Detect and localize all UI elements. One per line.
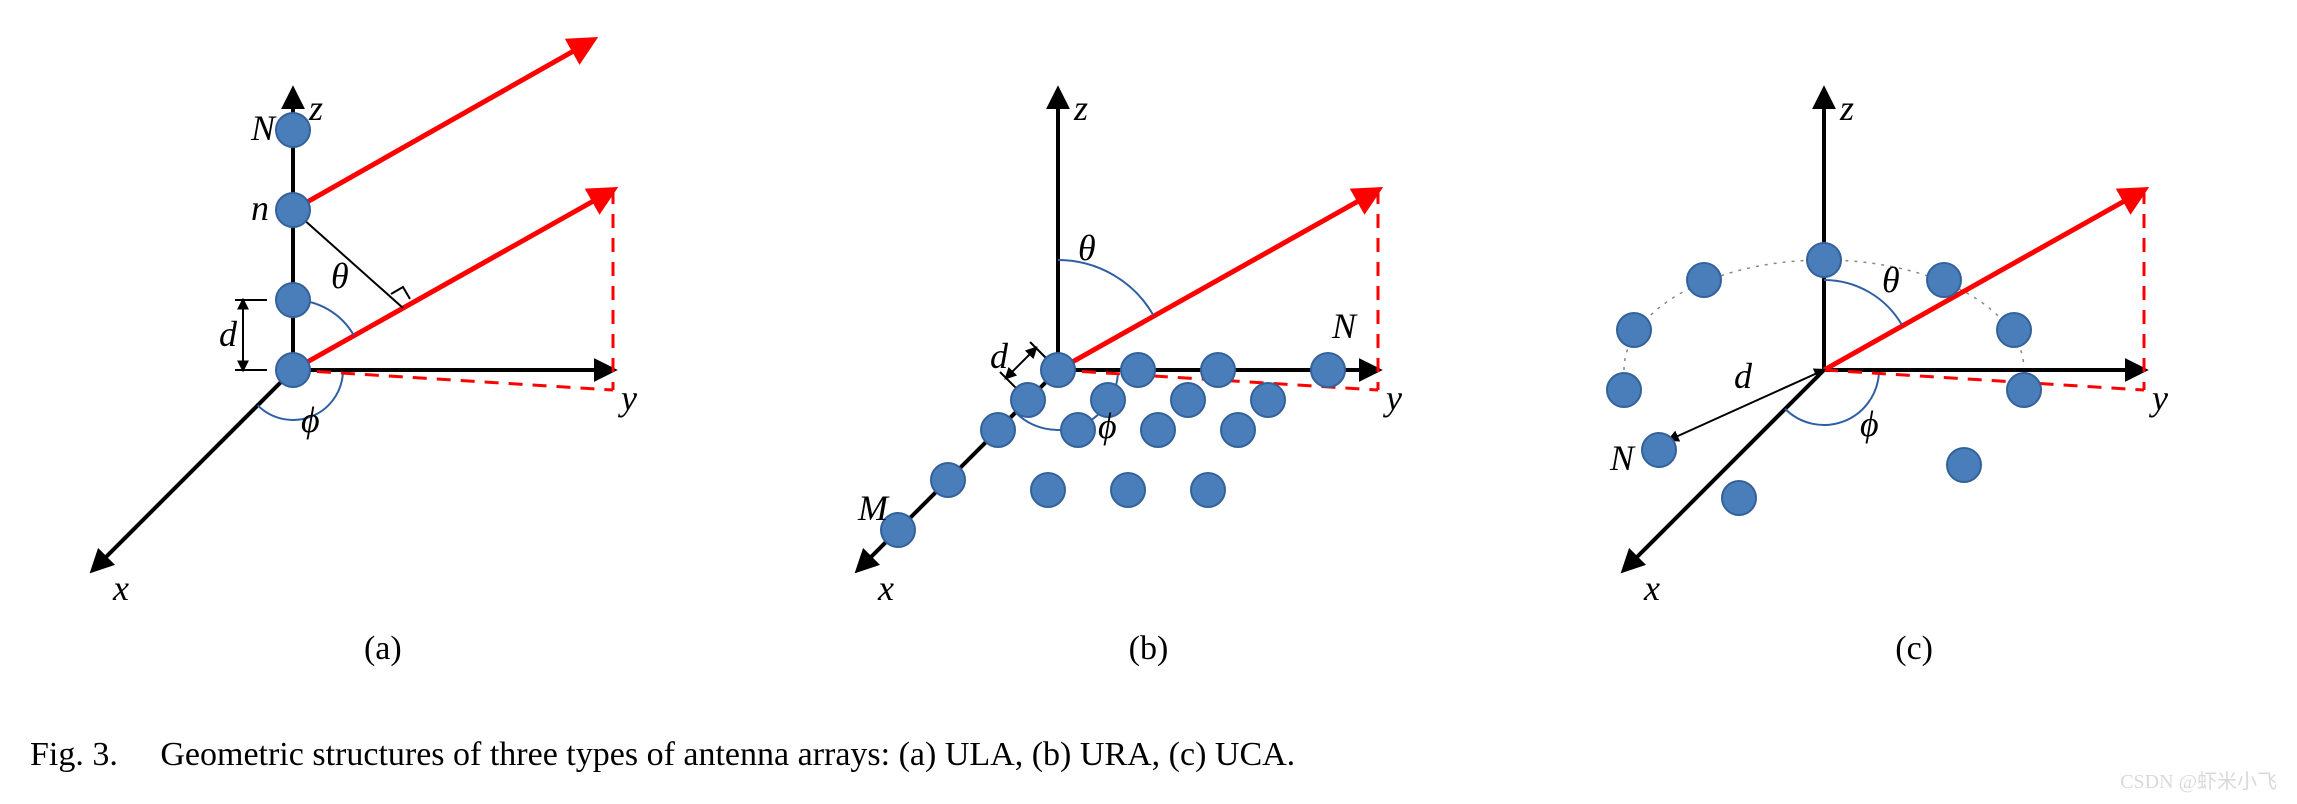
svg-text:M: M [857,488,890,528]
svg-text:n: n [251,188,269,228]
svg-text:x: x [1643,568,1660,608]
svg-text:y: y [618,378,637,418]
svg-text:ϕ: ϕ [1098,406,1117,446]
svg-text:x: x [877,568,894,608]
panel-c-label: (c) [1895,630,1933,668]
svg-text:ϕ: ϕ [301,400,320,440]
panel-a-label: (a) [364,630,402,668]
svg-text:d: d [990,336,1009,376]
panel-a: z y x Nn θ ϕ d (a) [33,20,733,668]
svg-text:θ: θ [1882,260,1900,300]
svg-text:z: z [1839,88,1854,128]
svg-text:d: d [219,314,238,354]
svg-text:z: z [1073,88,1088,128]
watermark: CSDN @虾米小飞 [2120,765,2277,794]
figure-page: z y x Nn θ ϕ d (a) z y x N Mθ ϕ d (b) z y x Nθ ϕ d (c) Fi… [0,0,2297,804]
svg-text:ϕ: ϕ [1860,404,1879,444]
panel-b-label: (b) [1129,630,1169,668]
svg-text:z: z [308,88,323,128]
svg-text:x: x [112,568,129,608]
svg-text:N: N [1331,306,1358,346]
svg-text:θ: θ [1078,228,1096,268]
panel-b: z y x N Mθ ϕ d (b) [798,20,1498,668]
svg-text:N: N [250,108,277,148]
caption-text: Geometric structures of three types of a… [160,736,1295,773]
panels-row: z y x Nn θ ϕ d (a) z y x N Mθ ϕ d (b) z y x Nθ ϕ d (c) [0,0,2297,668]
diagram-c: z y x Nθ ϕ d [1564,20,2264,620]
figure-caption: Fig. 3. Geometric structures of three ty… [30,736,1295,774]
svg-text:y: y [2149,378,2168,418]
diagram-b: z y x N Mθ ϕ d [798,20,1498,620]
svg-text:y: y [1383,378,1402,418]
panel-c: z y x Nθ ϕ d (c) [1564,20,2264,668]
diagram-a: z y x Nn θ ϕ d [33,20,733,620]
svg-text:d: d [1734,356,1753,396]
caption-prefix: Fig. 3. [30,736,118,773]
svg-text:N: N [1609,438,1636,478]
svg-text:θ: θ [331,256,349,296]
